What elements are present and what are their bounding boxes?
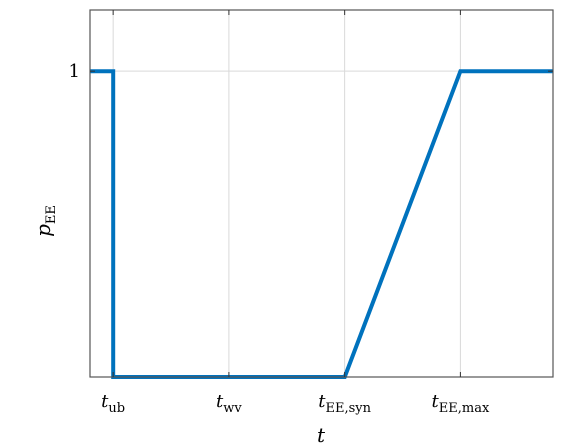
grid-lines xyxy=(90,10,553,377)
x-tick-label-sub: ub xyxy=(108,401,125,416)
y-axis-label-sub: EE xyxy=(44,205,59,224)
x-tick-label-base: t xyxy=(101,391,109,412)
series-group xyxy=(90,69,553,379)
x-tick-label-base: t xyxy=(318,391,326,412)
series-line xyxy=(90,69,553,379)
tick-marks xyxy=(90,10,553,377)
x-tick-label: tEE,syn xyxy=(318,391,371,416)
x-tick-labels: tub twv tEE,syn tEE,max xyxy=(101,391,490,416)
x-tick-label: twv xyxy=(216,391,242,416)
y-axis-label: pEE xyxy=(31,205,59,237)
x-tick-label-base: t xyxy=(432,391,440,412)
x-tick-label-base: t xyxy=(216,391,224,412)
y-tick-label: 1 xyxy=(69,61,80,82)
y-axis-label-base: p xyxy=(31,224,55,237)
x-tick-label-sub: EE,max xyxy=(439,401,490,416)
x-tick-label: tEE,max xyxy=(432,391,490,416)
y-tick-labels: 1 xyxy=(69,61,80,82)
x-tick-label-sub: wv xyxy=(223,401,242,416)
x-tick-label: tub xyxy=(101,391,125,416)
x-tick-label-sub: EE,syn xyxy=(326,401,372,416)
x-axis-label: t xyxy=(317,423,326,446)
plot-frame xyxy=(89,9,554,378)
